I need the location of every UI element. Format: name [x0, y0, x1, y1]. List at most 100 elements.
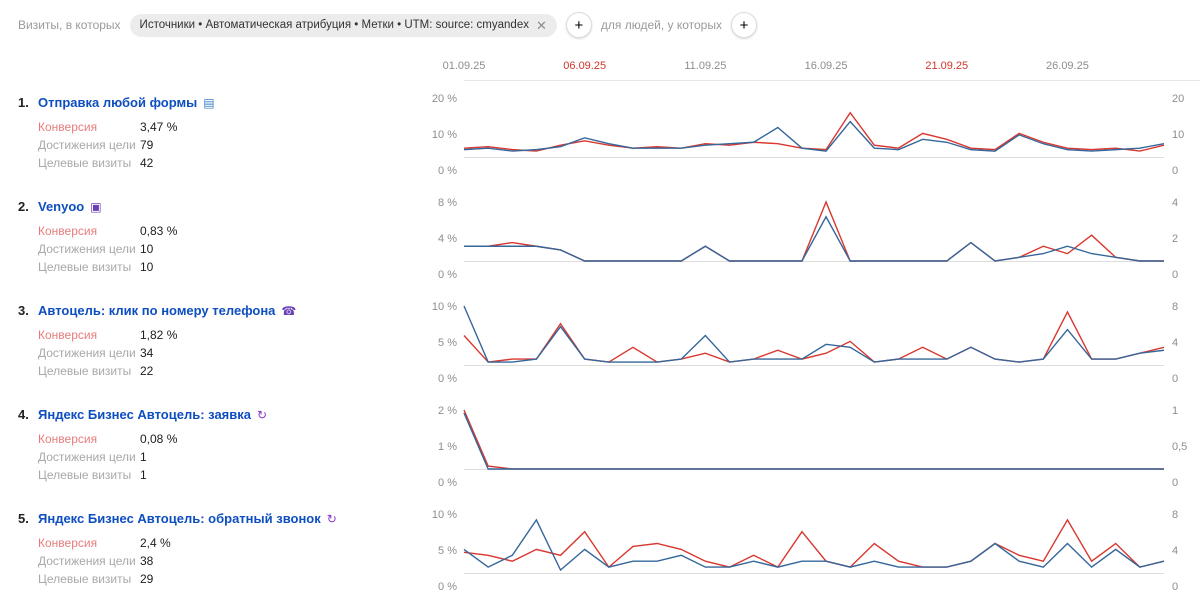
goal-chart-block: 10 % 5 % 0 % 8 4 0 — [420, 302, 1200, 385]
target-visits-value: 22 — [140, 364, 154, 378]
target-visits-label: Целевые визиты — [38, 468, 132, 482]
metric-row-conversion: Конверсия 3,47 % — [18, 118, 420, 136]
y-axis-left: 8 % 4 % 0 % — [420, 198, 464, 281]
visits-blue-line — [464, 122, 1164, 152]
conversion-value: 2,4 % — [140, 536, 171, 550]
date-axis-spacer — [0, 60, 420, 81]
metric-row-conversion: Конверсия 1,82 % — [18, 326, 420, 344]
metric-row-conversion: Конверсия 0,08 % — [18, 430, 420, 448]
date-tick: 21.09.25 — [925, 60, 969, 72]
remove-filter-icon[interactable]: ✕ — [535, 17, 547, 33]
goal-title-link[interactable]: Яндекс Бизнес Автоцель: заявка — [38, 407, 251, 422]
target-visits-value: 42 — [140, 156, 154, 170]
goal-number: 1. — [18, 95, 29, 110]
autogoal-icon: ↻ — [257, 408, 268, 422]
visits-blue-line — [464, 520, 1164, 570]
conversion-red-line — [464, 113, 1164, 151]
goal-title-link[interactable]: Яндекс Бизнес Автоцель: обратный звонок — [38, 511, 321, 526]
goal-title-link[interactable]: Автоцель: клик по номеру телефона — [38, 303, 276, 318]
date-tick: 11.09.25 — [684, 60, 727, 72]
y-axis-left: 10 % 5 % 0 % — [420, 302, 464, 385]
metric-row-conversion: Конверсия 0,83 % — [18, 222, 420, 240]
metric-row-target-visits: Целевые визиты 29 — [18, 570, 420, 588]
target-visits-label: Целевые визиты — [38, 260, 132, 274]
conversion-red-line — [464, 520, 1164, 567]
conversion-red-line — [464, 410, 1164, 469]
y-left-mid-tick: 10 % — [431, 129, 457, 141]
target-visits-value: 1 — [140, 468, 147, 482]
y-left-mid-tick: 1 % — [438, 441, 457, 453]
segment-filter-chip[interactable]: Источники • Автоматическая атрибуция • М… — [129, 13, 557, 37]
goal-chart-block: 2 % 1 % 0 % 1 0,5 0 — [420, 406, 1200, 489]
filter-bar: Визиты, в которых Источники • Автоматиче… — [0, 0, 1200, 38]
target-visits-label: Целевые визиты — [38, 364, 132, 378]
conversion-value: 1,82 % — [140, 328, 178, 342]
goal-chart[interactable] — [464, 514, 1164, 574]
y-right-top-tick: 8 — [1172, 509, 1179, 521]
metric-row-goal-reaches: Достижения цели 34 — [18, 344, 420, 362]
date-ticks: 01.09.25 06.09.25 11.09.25 16.09.25 21.09.25… — [443, 60, 1164, 73]
y-axis-left: 20 % 10 % 0 % — [420, 94, 464, 177]
y-left-zero-tick: 0 % — [438, 477, 457, 489]
goal-title-line: 2. Venyoo ▣ — [18, 199, 420, 214]
target-visits-label: Целевые визиты — [38, 156, 132, 170]
y-left-zero-tick: 0 % — [438, 269, 457, 281]
add-people-condition-button[interactable]: + — [730, 12, 757, 38]
y-left-top-tick: 8 % — [438, 197, 457, 209]
y-right-zero-tick: 0 — [1172, 165, 1179, 177]
y-right-mid-tick: 4 — [1172, 545, 1179, 557]
metric-row-goal-reaches: Достижения цели 79 — [18, 136, 420, 154]
y-right-top-tick: 4 — [1172, 197, 1179, 209]
goals-list: 1. Отправка любой формы ▤ Конверсия 3,47… — [0, 94, 1200, 593]
goal-title-line: 4. Яндекс Бизнес Автоцель: заявка ↻ — [18, 407, 420, 422]
goal-chart[interactable] — [464, 306, 1164, 366]
date-axis-region: 01.09.25 06.09.25 11.09.25 16.09.25 21.09.25… — [443, 60, 1200, 81]
goal-row: 2. Venyoo ▣ Конверсия 0,83 % Достижения … — [0, 198, 1200, 281]
conversion-label: Конверсия — [38, 432, 98, 446]
goal-chart[interactable] — [464, 410, 1164, 470]
goal-reaches-value: 1 — [140, 450, 147, 464]
metric-row-goal-reaches: Достижения цели 38 — [18, 552, 420, 570]
target-visits-value: 10 — [140, 260, 154, 274]
add-visit-condition-button[interactable]: + — [565, 12, 592, 38]
y-axis-right: 4 2 0 — [1164, 198, 1200, 281]
y-right-zero-tick: 0 — [1172, 269, 1179, 281]
visits-blue-line — [464, 306, 1164, 362]
goal-reaches-label: Достижения цели — [38, 346, 136, 360]
y-left-zero-tick: 0 % — [438, 581, 457, 593]
metric-row-target-visits: Целевые визиты 1 — [18, 466, 420, 484]
metric-row-goal-reaches: Достижения цели 10 — [18, 240, 420, 258]
y-left-top-tick: 10 % — [431, 509, 457, 521]
date-tick: 06.09.25 — [563, 60, 607, 72]
goal-chart-block: 8 % 4 % 0 % 4 2 0 — [420, 198, 1200, 281]
conversion-red-line — [464, 202, 1164, 261]
goal-reaches-value: 79 — [140, 138, 154, 152]
goal-title-link[interactable]: Venyoo — [38, 199, 85, 214]
goal-number: 2. — [18, 199, 29, 214]
y-right-zero-tick: 0 — [1172, 373, 1179, 385]
goal-row: 5. Яндекс Бизнес Автоцель: обратный звон… — [0, 510, 1200, 593]
metric-row-target-visits: Целевые визиты 10 — [18, 258, 420, 276]
people-condition-label: для людей, у которых — [600, 18, 722, 32]
goal-info: 5. Яндекс Бизнес Автоцель: обратный звон… — [0, 511, 420, 588]
goal-row: 4. Яндекс Бизнес Автоцель: заявка ↻ Конв… — [0, 406, 1200, 489]
goal-chart[interactable] — [464, 202, 1164, 262]
goal-chart-svg — [464, 514, 1164, 573]
date-tick: 16.09.25 — [804, 60, 848, 72]
visits-blue-line — [464, 413, 1164, 469]
goal-chart-svg — [464, 98, 1164, 157]
goal-chart-block: 10 % 5 % 0 % 8 4 0 — [420, 510, 1200, 593]
conversion-label: Конверсия — [38, 224, 98, 238]
goal-title-line: 5. Яндекс Бизнес Автоцель: обратный звон… — [18, 511, 420, 526]
goal-row: 1. Отправка любой формы ▤ Конверсия 3,47… — [0, 94, 1200, 177]
goal-chart[interactable] — [464, 98, 1164, 158]
goal-info: 2. Venyoo ▣ Конверсия 0,83 % Достижения … — [0, 199, 420, 276]
goal-title-line: 1. Отправка любой формы ▤ — [18, 95, 420, 110]
goal-chart-svg — [464, 202, 1164, 261]
form-icon: ▤ — [203, 96, 215, 110]
goal-title-link[interactable]: Отправка любой формы — [38, 95, 198, 110]
metric-row-target-visits: Целевые визиты 42 — [18, 154, 420, 172]
goal-title-line: 3. Автоцель: клик по номеру телефона ☎ — [18, 303, 420, 318]
visits-blue-line — [464, 217, 1164, 261]
goal-info: 3. Автоцель: клик по номеру телефона ☎ К… — [0, 303, 420, 380]
